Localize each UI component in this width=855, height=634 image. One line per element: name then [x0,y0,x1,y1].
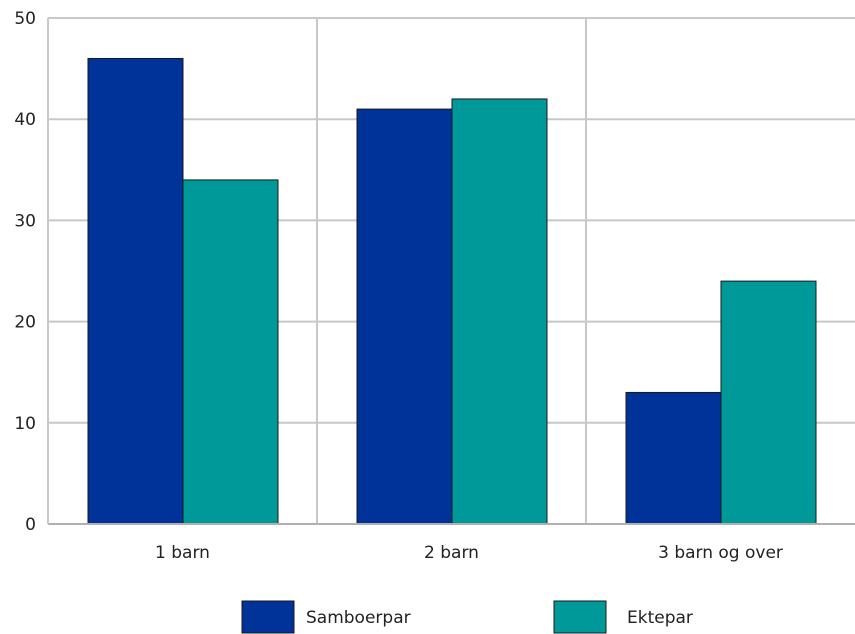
legend-label-ektepar: Ektepar [627,608,693,628]
bar-samboerpar-1 [356,108,453,525]
legend: Samboerpar Ektepar [241,600,693,634]
bar-ektepar-2 [720,280,817,525]
x-tick-label-1: 2 barn [424,543,479,563]
bar-ektepar-1 [451,98,548,525]
y-tick-label-10: 10 [14,414,36,434]
x-tick-label-0: 1 barn [155,543,210,563]
x-tick-label-2: 3 barn og over [658,543,783,563]
y-tick-label-30: 30 [14,211,36,231]
bar-ektepar-0 [182,179,279,525]
bars [87,57,817,525]
y-tick-label-40: 40 [14,110,36,130]
legend-label-samboerpar: Samboerpar [306,608,411,628]
legend-swatch-samboerpar [241,600,295,634]
y-tick-label-50: 50 [14,9,36,29]
y-tick-label-0: 0 [25,515,36,535]
bar-samboerpar-0 [87,57,184,525]
axes: 0 10 20 30 40 50 1 barn 2 barn 3 barn og over [14,9,855,563]
y-tick-label-20: 20 [14,313,36,333]
bar-samboerpar-2 [625,391,722,525]
legend-swatch-ektepar [553,600,607,634]
